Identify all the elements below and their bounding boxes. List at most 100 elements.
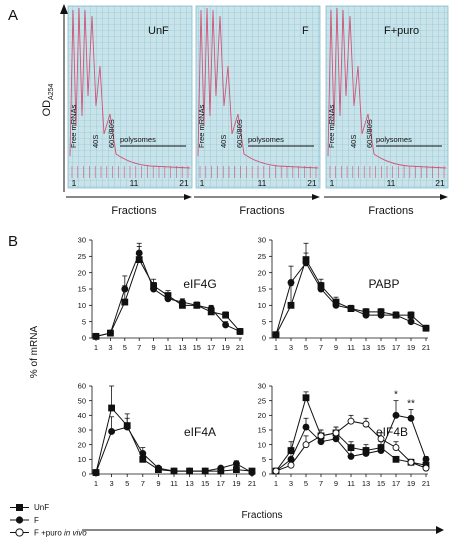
x-tick-label-eif4g: 11 xyxy=(164,343,172,352)
x-tick-label-eif4a: 17 xyxy=(217,479,225,488)
fraction-number-f-puro: 21 xyxy=(435,178,445,188)
point-f-eif4a xyxy=(123,423,131,431)
significance-marker-eif4b: ** xyxy=(407,398,415,409)
point-unf-eif4b xyxy=(392,455,400,463)
fractions-arrowhead-f-puro xyxy=(440,194,448,200)
point-unf-eif4a xyxy=(232,466,240,474)
point-f-puro-in-vivo-eif4b xyxy=(302,441,310,449)
polysomes-label-unf: polysomes xyxy=(120,135,156,144)
absorbance-trace-f-puro xyxy=(327,7,447,169)
x-tick-label-pabp: 13 xyxy=(362,343,370,352)
x-tick-label-eif4b: 13 xyxy=(362,479,370,488)
x-tick-label-eif4g: 13 xyxy=(178,343,186,352)
y-tick-label-pabp: 25 xyxy=(258,252,266,261)
y-tick-label-pabp: 15 xyxy=(258,285,266,294)
x-tick-label-pabp: 19 xyxy=(407,343,415,352)
profile-title-unf: UnF xyxy=(148,25,169,37)
point-f-pabp xyxy=(317,285,325,293)
point-f-pabp xyxy=(422,324,430,332)
legend-label-puro-main: F +puro xyxy=(34,529,64,538)
x-tick-label-eif4b: 17 xyxy=(392,479,400,488)
y-tick-label-eif4b: 10 xyxy=(258,440,266,449)
point-f-eif4a xyxy=(186,467,194,475)
x-tick-label-pabp: 3 xyxy=(289,343,293,352)
x-tick-label-eif4a: 1 xyxy=(94,479,98,488)
percent-mrna-axis-title: % of mRNA xyxy=(29,326,40,379)
x-tick-label-eif4a: 11 xyxy=(170,479,178,488)
series-line-unf-pabp xyxy=(275,258,427,335)
y-tick-label-eif4g: 0 xyxy=(82,334,86,343)
profile-annotation-unf: 40S xyxy=(91,135,100,148)
point-f-pabp xyxy=(392,311,400,319)
y-tick-label-eif4a: 10 xyxy=(78,455,86,464)
fraction-number-unf: 11 xyxy=(130,178,139,188)
point-f-puro-in-vivo-eif4b xyxy=(332,429,340,437)
x-tick-label-eif4g: 15 xyxy=(193,343,201,352)
point-unf-pabp xyxy=(407,311,415,319)
absorbance-trace-f xyxy=(197,7,319,169)
point-f-eif4g xyxy=(150,285,158,293)
profile-grid-unf xyxy=(67,5,193,189)
point-f-eif4a xyxy=(139,450,147,457)
y-tick-label-eif4a: 20 xyxy=(78,440,86,449)
point-unf-eif4g xyxy=(121,298,129,306)
x-tick-label-eif4g: 3 xyxy=(108,343,112,352)
point-f-eif4b xyxy=(347,452,355,460)
x-tick-label-pabp: 1 xyxy=(274,343,278,352)
point-unf-eif4a xyxy=(108,404,115,412)
profile-annotation-f-puro: 60S/80S xyxy=(365,119,374,148)
point-f-eif4a xyxy=(248,469,256,476)
x-tick-label-eif4g: 21 xyxy=(236,343,244,352)
profile-annotation-unf: Free mRNAs xyxy=(69,104,78,148)
point-f-eif4b xyxy=(407,414,415,422)
y-tick-label-eif4a: 30 xyxy=(78,426,86,435)
profile-grid-f-puro xyxy=(325,5,449,189)
point-f-eif4g xyxy=(193,301,201,309)
fraction-number-f: 21 xyxy=(307,178,317,188)
y-tick-label-pabp: 30 xyxy=(258,236,266,245)
panel-a-letter: A xyxy=(8,7,18,24)
fractions-arrowhead-f xyxy=(312,194,320,200)
chart-title-eif4g: eIF4G xyxy=(183,277,216,291)
x-tick-label-eif4b: 21 xyxy=(422,479,430,488)
point-f-eif4g xyxy=(178,298,186,306)
od-axis-label: ODA254 xyxy=(41,83,55,116)
point-f-eif4a xyxy=(92,469,100,476)
fraction-number-f-puro: 11 xyxy=(387,178,396,188)
point-f-eif4a xyxy=(170,467,178,475)
x-tick-label-eif4b: 11 xyxy=(347,479,355,488)
x-tick-label-eif4a: 3 xyxy=(110,479,114,488)
y-tick-label-pabp: 0 xyxy=(262,334,266,343)
significance-marker-eif4b: * xyxy=(394,390,398,401)
point-f-eif4b xyxy=(302,423,310,431)
profile-annotation-f: 60S/80S xyxy=(235,119,244,148)
point-f-eif4b xyxy=(362,450,370,457)
y-tick-label-eif4b: 5 xyxy=(262,455,266,464)
x-tick-label-eif4g: 17 xyxy=(207,343,215,352)
x-tick-label-eif4g: 9 xyxy=(152,343,156,352)
x-tick-label-pabp: 11 xyxy=(347,343,355,352)
point-f-puro-in-vivo-eif4b xyxy=(287,461,295,469)
legend-label-unf: UnF xyxy=(34,503,49,512)
y-tick-label-eif4a: 50 xyxy=(78,396,86,405)
fractions-label-unf: Fractions xyxy=(111,205,157,217)
x-tick-label-eif4a: 5 xyxy=(125,479,129,488)
legend-label-puro: F +puro in vivo xyxy=(34,529,87,538)
series-line-unf-eif4a xyxy=(95,406,253,473)
x-tick-label-eif4a: 19 xyxy=(232,479,240,488)
y-tick-label-eif4g: 25 xyxy=(78,252,86,261)
point-f-puro-in-vivo-eif4b xyxy=(272,467,280,475)
x-tick-label-eif4a: 15 xyxy=(201,479,209,488)
x-tick-label-eif4g: 5 xyxy=(123,343,127,352)
point-unf-eif4b xyxy=(287,447,295,454)
point-f-eif4g xyxy=(164,295,172,303)
x-tick-label-eif4a: 9 xyxy=(156,479,160,488)
point-f-eif4a xyxy=(154,464,162,472)
fractions-arrowhead-unf xyxy=(184,194,192,200)
absorbance-trace-unf xyxy=(69,7,191,169)
x-tick-label-eif4g: 7 xyxy=(137,343,141,352)
y-tick-label-eif4g: 5 xyxy=(82,317,86,326)
